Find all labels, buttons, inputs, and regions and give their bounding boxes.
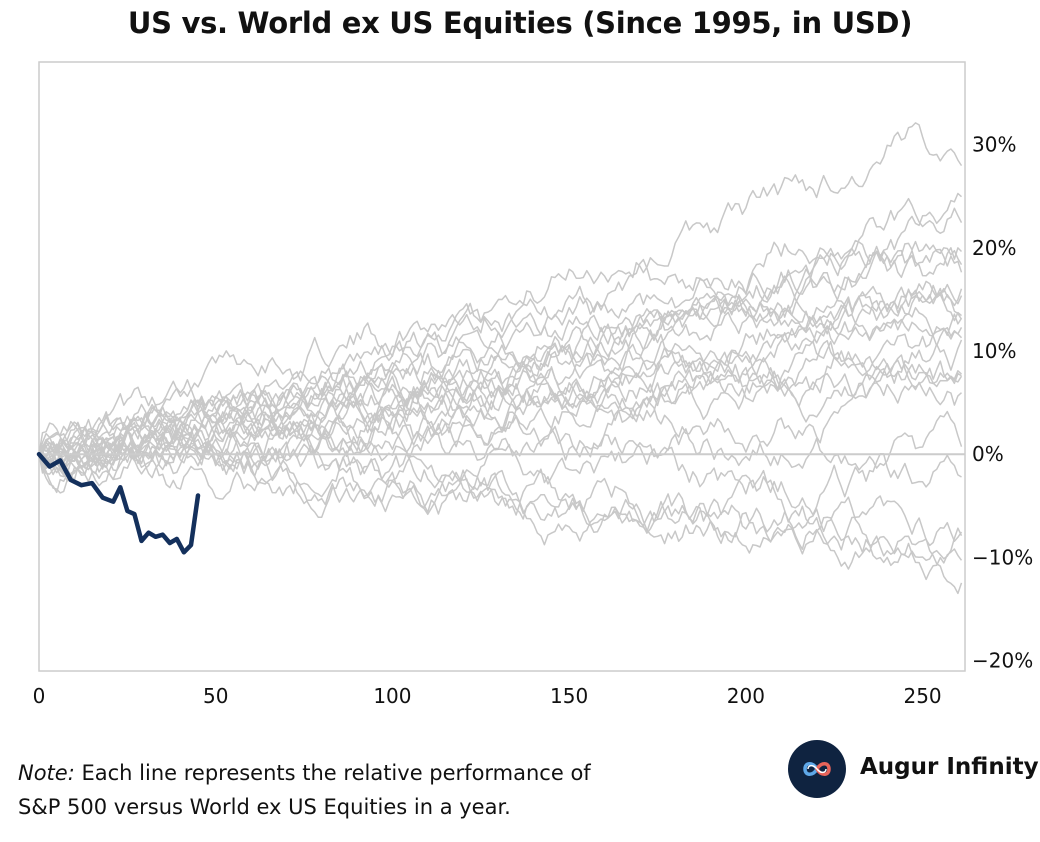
background-series-line: [38, 306, 963, 474]
footnote: Note: Each line represents the relative …: [18, 756, 591, 824]
background-series-line: [38, 434, 963, 595]
y-tick-label: 0%: [972, 442, 1004, 466]
background-series-line: [38, 427, 963, 562]
x-tick-label: 250: [903, 684, 941, 708]
background-series-line: [38, 314, 963, 467]
x-tick-label: 100: [373, 684, 411, 708]
y-axis: 30% 20% 10% 0% −10% −20%: [972, 133, 1033, 673]
background-series-line: [38, 427, 962, 516]
background-series-line: [38, 197, 963, 455]
note-label: Note:: [18, 761, 75, 785]
background-series-line: [38, 431, 963, 581]
x-tick-label: 150: [550, 684, 588, 708]
brand-name: Augur Infinity: [860, 754, 1039, 780]
background-series-line: [38, 339, 963, 471]
infinity-icon: [803, 762, 831, 776]
x-tick-label: 0: [33, 684, 46, 708]
background-series-line: [38, 248, 963, 455]
note-line-2: S&P 500 versus World ex US Equities in a…: [18, 795, 511, 819]
y-tick-label: −20%: [972, 649, 1033, 673]
background-series-line: [38, 327, 963, 461]
brand: Augur Infinity: [788, 740, 1039, 798]
chart-title: US vs. World ex US Equities (Since 1995,…: [127, 6, 913, 40]
plot-frame: [38, 61, 966, 672]
note-line-1: Each line represents the relative perfor…: [81, 761, 591, 785]
x-axis: 0 50 100 150 200 250: [33, 684, 942, 708]
y-tick-label: −10%: [972, 545, 1033, 569]
y-tick-label: 20%: [972, 236, 1016, 260]
background-series-line: [38, 283, 963, 476]
background-series-group: [38, 122, 963, 595]
y-tick-label: 10%: [972, 339, 1016, 363]
highlight-series-group: [36, 451, 201, 555]
x-tick-label: 200: [727, 684, 765, 708]
highlight-series-line: [36, 451, 201, 555]
brand-logo: [788, 740, 846, 798]
y-tick-label: 30%: [972, 133, 1016, 157]
x-tick-label: 50: [203, 684, 228, 708]
